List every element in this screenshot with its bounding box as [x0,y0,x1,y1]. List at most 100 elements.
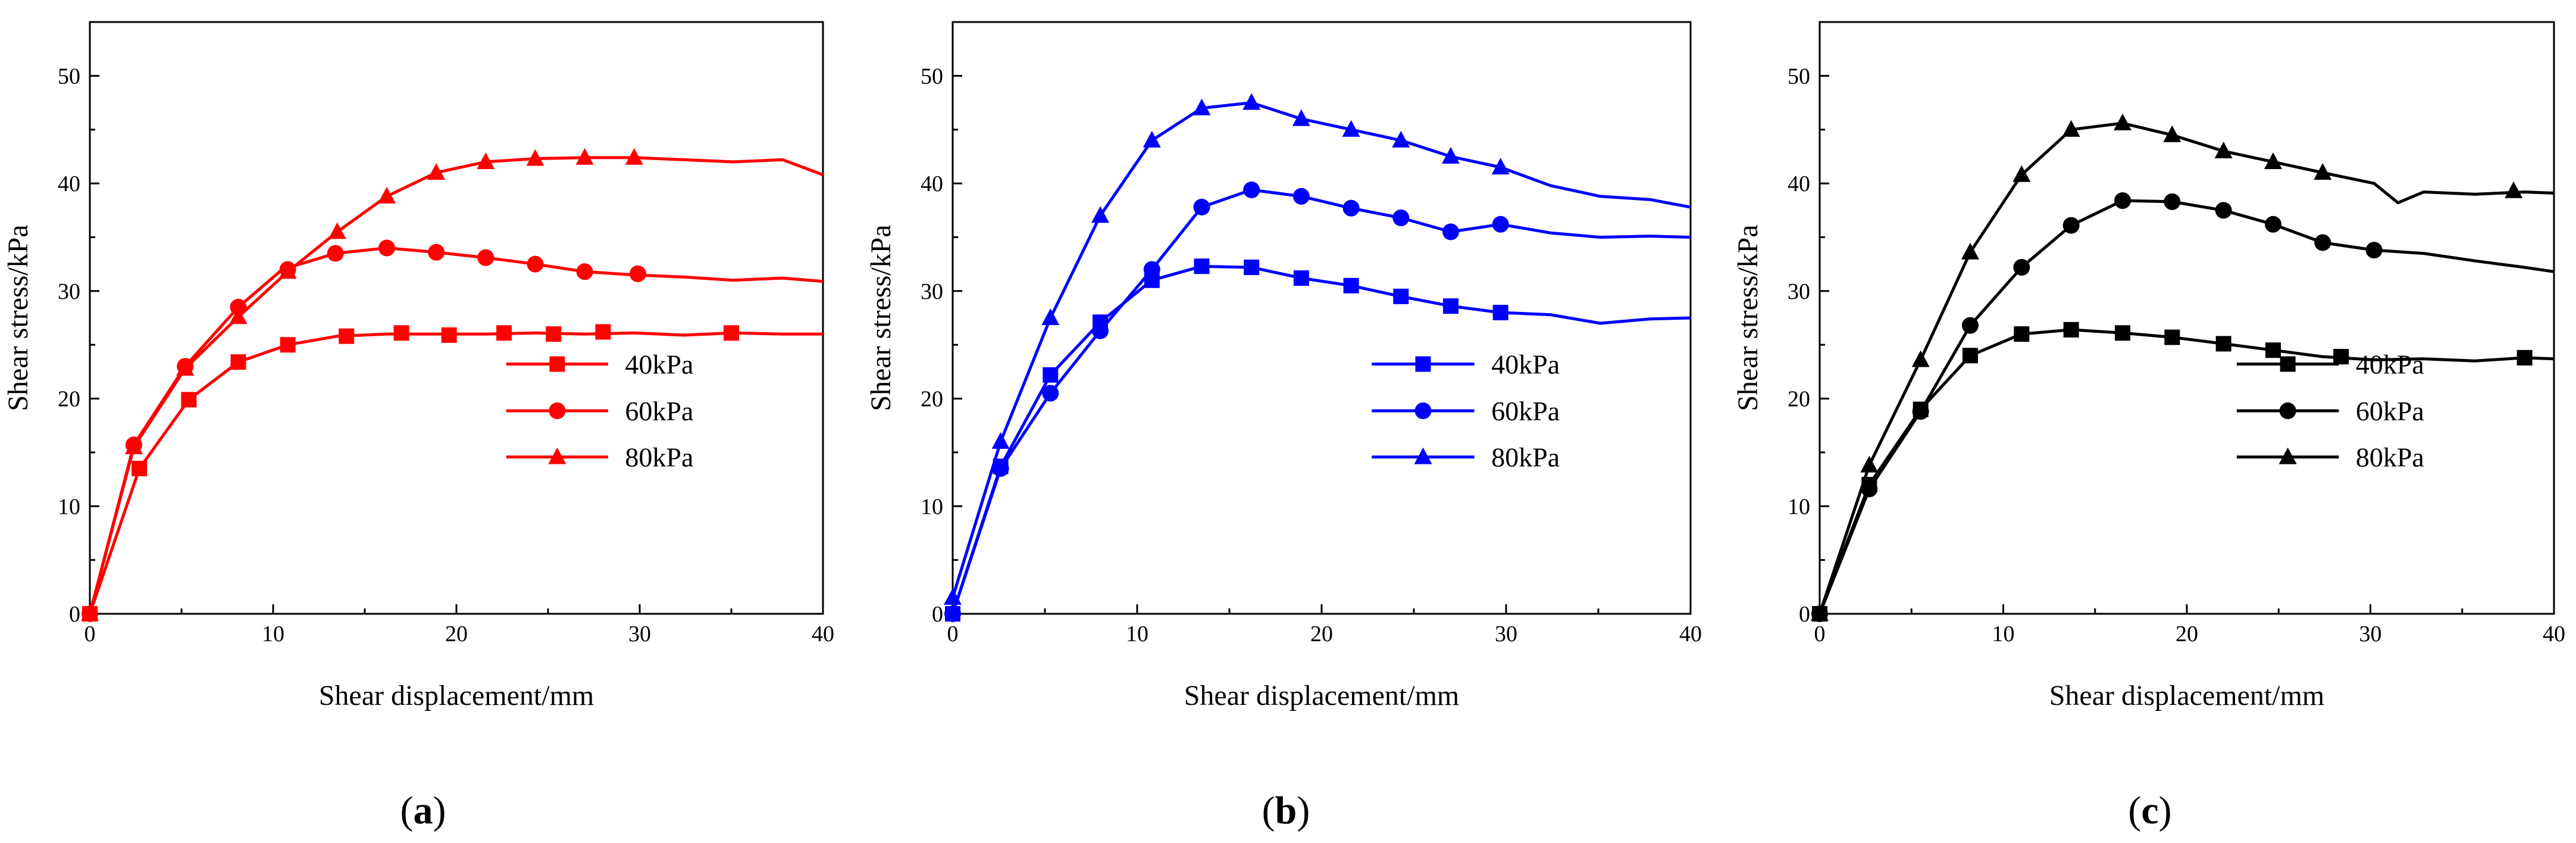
data-point-60kpa [1861,480,1878,498]
data-point-40kpa [441,327,457,343]
data-point-60kpa [1442,223,1459,241]
series-line-80kpa [88,156,824,614]
data-point-80kpa [1392,130,1410,148]
data-point-80kpa [427,163,446,180]
legend-marker-80kpa [2278,447,2297,464]
x-axis-title: Shear displacement/mm [2049,680,2325,711]
y-tick-label: 30 [921,279,943,304]
data-point-80kpa [2264,152,2282,169]
data-point-60kpa [629,265,646,282]
data-point-40kpa [280,337,296,353]
data-point-80kpa [1292,109,1310,126]
data-point-60kpa [1193,198,1210,216]
x-tick-label: 40 [1679,622,1702,647]
legend-label-40kpa: 40kPa [625,349,693,380]
series-line-80kpa [1818,121,2555,614]
series-line-80kpa [951,101,1691,598]
y-tick-label: 20 [921,387,943,412]
y-axis-title: Shear stress/kPa [865,224,897,411]
data-point-40kpa [2063,321,2079,338]
data-point-40kpa [1443,298,1458,314]
data-point-40kpa [546,326,562,342]
data-point-80kpa [2163,125,2181,142]
data-point-60kpa [1961,317,1979,334]
data-point-60kpa [327,245,344,262]
data-point-40kpa [230,354,246,370]
data-point-40kpa [1244,260,1260,276]
x-tick-label: 30 [1495,622,1517,647]
legend-label-60kpa: 60kPa [2356,396,2424,426]
data-point-40kpa [1194,258,1210,274]
data-point-80kpa [1192,98,1211,115]
data-point-40kpa [2333,349,2349,365]
data-point-40kpa [2265,342,2281,358]
chart-panel-b: Shear displacement/mm Shear stress/kPa 4… [865,21,1702,832]
data-point-40kpa [1293,270,1309,286]
x-tick-label: 20 [1310,622,1333,647]
data-point-40kpa [1492,304,1508,320]
plot-frame [1818,21,2555,615]
series-line-40kpa [1818,328,2555,614]
y-tick-label: 40 [1788,171,1810,196]
data-point-40kpa [2215,336,2231,352]
data-point-60kpa [428,243,445,261]
x-tick-label: 40 [2543,622,2565,647]
x-tick-label: 20 [2176,622,2198,647]
legend-marker-40kpa [1415,356,1431,372]
data-point-40kpa [595,324,611,340]
y-tick-label: 10 [58,494,80,519]
data-point-80kpa [1242,93,1261,110]
data-point-40kpa [1962,348,1978,364]
data-point-80kpa [1143,130,1161,148]
x-axis-title: Shear displacement/mm [319,680,594,711]
data-point-80kpa [991,432,1010,449]
legend-label-80kpa: 80kPa [1491,442,1560,473]
data-point-80kpa [1961,242,1979,260]
plot-frame [951,21,1692,615]
data-point-80kpa [575,148,594,165]
x-tick-label: 40 [812,622,834,647]
x-tick-label: 30 [2359,622,2382,647]
data-point-60kpa [2013,259,2030,276]
legend-label-80kpa: 80kPa [2356,442,2424,473]
legend-marker-60kpa [1414,402,1432,420]
x-tick-label: 0 [1814,622,1826,647]
series-line-40kpa [951,264,1691,614]
data-point-60kpa [1912,403,1929,420]
data-point-80kpa [229,307,248,324]
data-point-40kpa [2516,349,2533,366]
y-tick-label: 0 [932,602,943,627]
data-point-80kpa [1442,146,1460,164]
data-point-80kpa [1342,120,1360,137]
data-point-60kpa [1243,181,1260,198]
x-tick-label: 0 [947,622,959,647]
data-point-60kpa [1392,209,1410,226]
panel-caption: (c) [2128,789,2171,832]
x-axis-title: Shear displacement/mm [1184,680,1460,711]
data-point-40kpa [1393,288,1409,304]
data-point-80kpa [2314,163,2332,180]
legend-marker-40kpa [549,356,565,372]
data-point-60kpa [1143,261,1160,278]
data-point-60kpa [1342,199,1360,217]
y-tick-label: 10 [1788,494,1810,519]
data-point-60kpa [1042,385,1059,402]
data-point-40kpa [132,461,148,477]
data-point-80kpa [2214,141,2233,158]
data-point-80kpa [124,437,143,454]
data-point-40kpa [2115,325,2131,341]
data-point-60kpa [992,460,1009,477]
caption-letter: a [414,789,433,832]
data-point-80kpa [1041,308,1060,325]
legend-label-40kpa: 40kPa [1491,349,1560,380]
y-axis-title: Shear stress/kPa [1732,224,1764,411]
y-tick-label: 20 [58,387,80,412]
legend-marker-40kpa [2280,356,2296,372]
data-point-40kpa [1043,367,1059,383]
data-point-80kpa [944,588,962,605]
legend-label-60kpa: 60kPa [625,396,693,426]
data-point-60kpa [2114,192,2131,210]
x-tick-label: 10 [1992,622,2015,647]
chart-panel-c: Shear displacement/mm Shear stress/kPa 4… [1732,21,2565,832]
